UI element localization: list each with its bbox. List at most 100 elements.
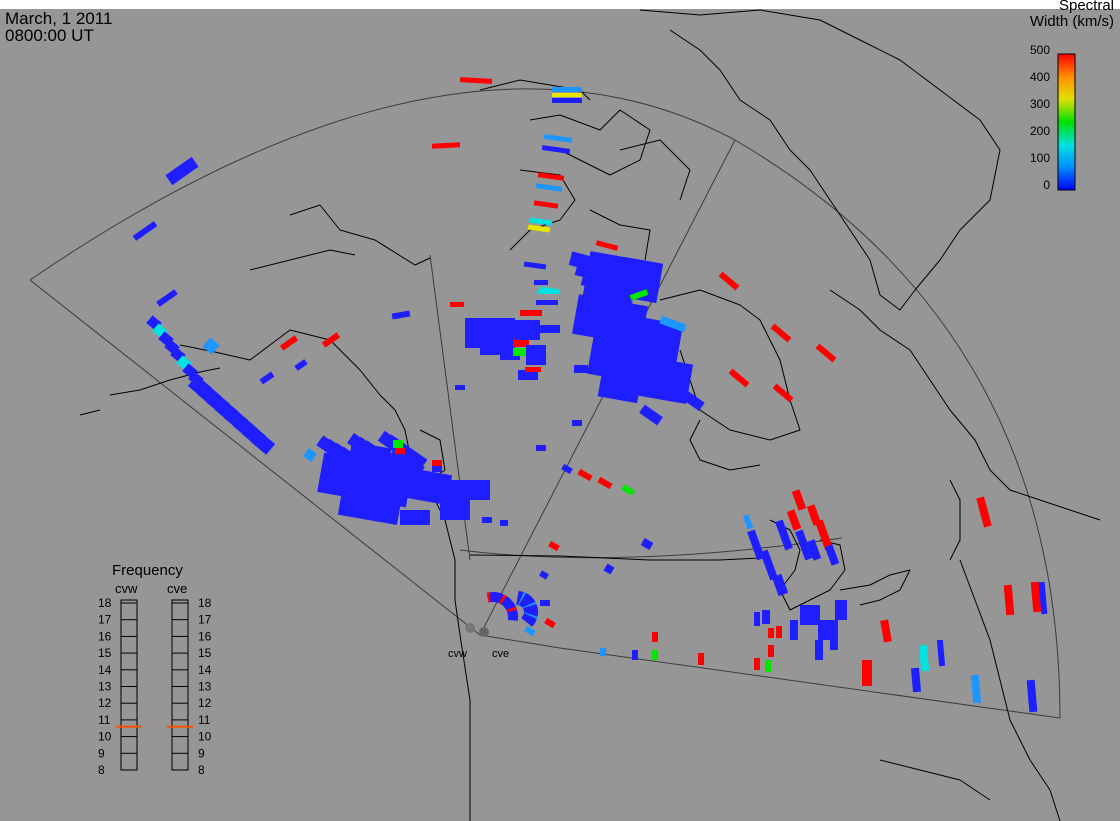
frequency-cve-header: cve [167, 581, 187, 596]
echo-cell [539, 570, 549, 580]
echo-cell [768, 645, 774, 657]
echo-cell [543, 134, 573, 143]
top-strip [0, 0, 1120, 9]
great-lakes [769, 519, 911, 611]
echo-cell [303, 448, 317, 462]
colorbar [1057, 53, 1076, 191]
cve-frequency-scale [171, 599, 189, 771]
fov-west-edge [29, 279, 481, 636]
frequency-tick-label-right: 14 [198, 663, 212, 677]
echo-cell [698, 653, 704, 665]
frequency-title: Frequency [112, 562, 183, 579]
echo-cell [432, 460, 442, 466]
echo-cell [626, 315, 684, 365]
alaska-coast [179, 204, 471, 821]
echo-cell [536, 300, 558, 305]
frequency-tick-label-left: 16 [98, 629, 112, 643]
echo-cell [536, 445, 546, 451]
echo-cell [770, 323, 792, 343]
echo-cell [459, 77, 493, 84]
echo-cell [440, 500, 470, 520]
colorbar-tick-3: 200 [1029, 124, 1050, 138]
echo-cell [535, 183, 563, 192]
echo-cell [776, 626, 782, 638]
echo-cell [652, 650, 658, 660]
echo-cell [603, 563, 615, 575]
echo-cell [835, 600, 847, 620]
echo-cell [540, 325, 560, 333]
echo-cell [1030, 581, 1042, 613]
echo-cell [862, 660, 872, 686]
colorbar-title-line2: Width (km/s) [1029, 13, 1114, 30]
echo-cell [754, 612, 760, 626]
echo-cell [500, 596, 510, 607]
echo-cell [728, 368, 750, 388]
frequency-tick-label-left: 14 [98, 663, 112, 677]
echo-cell [614, 267, 630, 279]
frequency-tick-label-right: 13 [198, 680, 212, 694]
frequency-tick-label-left: 12 [98, 696, 112, 710]
echo-cell [552, 87, 582, 92]
echo-cell [529, 217, 553, 226]
echo-cell [524, 625, 536, 637]
colorbar-title: Spectral Width (km/s) [1030, 0, 1114, 30]
echo-cell [321, 332, 341, 348]
frequency-tick-label-right: 9 [198, 746, 205, 760]
echo-cell [636, 355, 694, 405]
echo-cell [970, 674, 982, 704]
echo-cell [1003, 584, 1015, 616]
echo-cell [521, 614, 535, 627]
echo-cell [496, 593, 505, 604]
echo-cell [541, 145, 571, 154]
echo-cell [202, 337, 220, 355]
echo-cell [768, 628, 774, 638]
frequency-tick-label-right: 15 [198, 646, 212, 660]
echo-cell [806, 504, 822, 526]
echo-cell [806, 539, 822, 561]
echo-cell [455, 385, 465, 390]
echo-cell [790, 620, 798, 640]
date-time-label: March, 1 2011 0800:00 UT [5, 10, 112, 44]
frequency-tick-label-left: 18 [98, 596, 112, 610]
echo-cell [815, 343, 837, 363]
echo-cell [772, 383, 794, 403]
echo-cell [513, 348, 527, 356]
echo-cell [391, 310, 411, 320]
date-label: March, 1 2011 [5, 9, 113, 28]
echo-cell [760, 549, 778, 581]
echo-cell [815, 519, 833, 551]
echo-cell [800, 605, 820, 625]
frequency-tick-label-right: 8 [198, 763, 205, 777]
colorbar-tick-4: 100 [1029, 151, 1050, 165]
time-label: 0800:00 UT [5, 26, 94, 45]
frequency-tick-label-left: 11 [98, 713, 111, 727]
echo-cell [936, 639, 946, 667]
echo-cell [500, 520, 508, 526]
frequency-tick-label-left: 8 [98, 763, 105, 777]
echo-cell [494, 592, 501, 603]
echo-cell [515, 320, 540, 340]
echo-cell [910, 667, 922, 693]
echo-cell [500, 350, 520, 360]
echo-cell [400, 510, 430, 525]
scatter-layer [132, 77, 1048, 713]
echo-cell [450, 302, 464, 307]
cve-site-label: cve [492, 648, 509, 660]
colorbar-tick-0: 500 [1029, 43, 1050, 57]
labrador-coast [829, 289, 1101, 561]
echo-cell [432, 466, 442, 472]
echo-cell [632, 650, 638, 660]
echo-cell [754, 658, 760, 670]
colorbar-title-line1: Spectral [1058, 0, 1114, 14]
echo-cell [538, 290, 556, 294]
colorbar-tick-5: 0 [1043, 178, 1050, 192]
echo-cell [652, 632, 658, 642]
echo-cell [431, 142, 461, 149]
echo-cell [574, 365, 588, 373]
echo-cell [294, 359, 308, 371]
echo-cell [918, 644, 930, 672]
colorbar-gradient [1057, 53, 1076, 191]
echo-cell [621, 484, 635, 496]
gulf-coast [879, 759, 991, 801]
echo-cell [498, 594, 508, 606]
